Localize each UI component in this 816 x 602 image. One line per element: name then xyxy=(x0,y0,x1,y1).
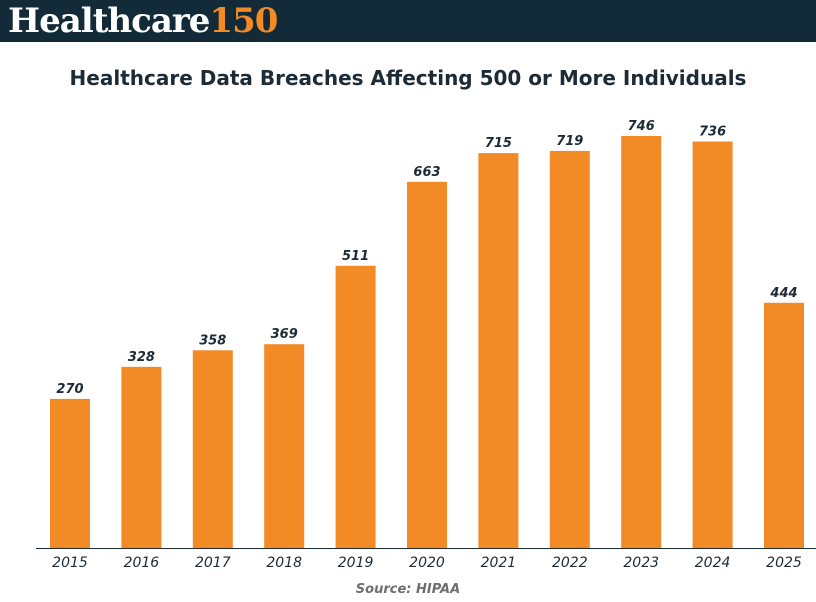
x-tick-2021: 2021 xyxy=(481,555,517,571)
bar-2024 xyxy=(692,141,733,549)
value-label-2022: 719 xyxy=(556,134,583,149)
value-label-2017: 358 xyxy=(199,333,226,348)
value-label-2023: 746 xyxy=(628,119,655,134)
bar-2023 xyxy=(621,136,662,548)
value-label-2025: 444 xyxy=(769,286,797,301)
logo-word: Healthcare xyxy=(8,1,210,41)
x-tick-2024: 2024 xyxy=(695,555,731,571)
bar-2015 xyxy=(50,398,90,548)
value-label-2024: 736 xyxy=(699,125,726,140)
source-note: Source: HIPAA xyxy=(355,582,461,597)
x-tick-2018: 2018 xyxy=(266,555,302,571)
bar-2016 xyxy=(121,366,162,548)
brand-logo: Healthcare 150 xyxy=(8,0,278,42)
value-label-2020: 663 xyxy=(413,165,440,180)
bar-2022 xyxy=(549,150,590,548)
bar-2019 xyxy=(335,265,376,548)
bar-2018 xyxy=(264,344,305,548)
bar-2021 xyxy=(478,153,519,548)
x-tick-2019: 2019 xyxy=(338,555,374,571)
logo-number: 150 xyxy=(209,1,278,41)
bar-2017 xyxy=(192,350,233,548)
x-tick-2025: 2025 xyxy=(766,555,802,571)
value-label-2021: 715 xyxy=(485,136,512,151)
x-tick-2015: 2015 xyxy=(52,555,88,571)
x-tick-2022: 2022 xyxy=(552,555,588,571)
value-label-2016: 328 xyxy=(128,350,155,365)
bar-2020 xyxy=(407,181,447,548)
header-bar: Healthcare 150 xyxy=(0,0,816,42)
x-tick-2017: 2017 xyxy=(195,555,231,571)
x-tick-2020: 2020 xyxy=(409,555,445,571)
chart-title: Healthcare Data Breaches Affecting 500 o… xyxy=(69,66,747,90)
bar-2025 xyxy=(764,302,804,548)
x-tick-2016: 2016 xyxy=(124,555,160,571)
value-label-2019: 511 xyxy=(342,249,369,264)
x-tick-2023: 2023 xyxy=(623,555,659,571)
value-label-2015: 270 xyxy=(56,382,83,397)
value-label-2018: 369 xyxy=(271,327,298,342)
